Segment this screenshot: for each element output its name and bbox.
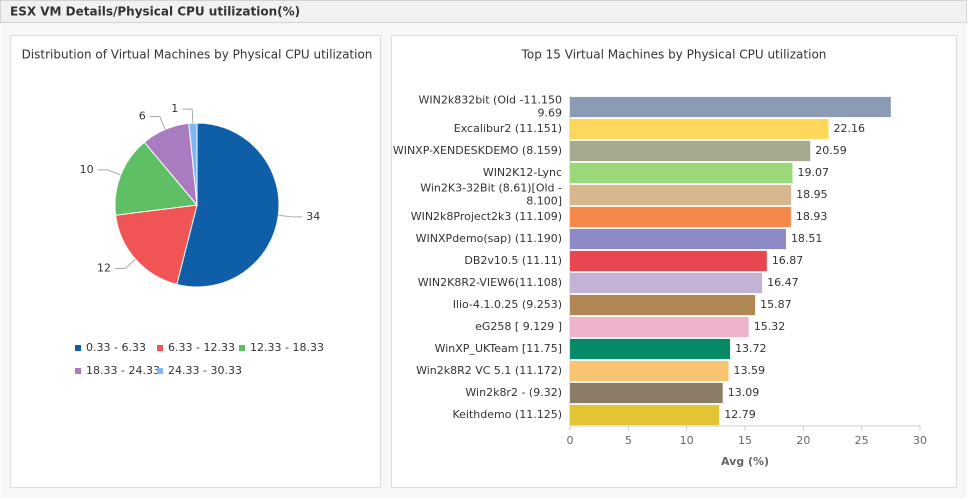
data-label: 16.87 <box>772 254 804 267</box>
legend-label: 12.33 - 18.33 <box>250 341 324 354</box>
bar <box>570 272 763 294</box>
leader-line <box>182 108 194 124</box>
bar <box>570 360 729 382</box>
y-tick-label: eG258 [ 9.129 ] <box>475 320 562 333</box>
data-label: 18.51 <box>791 232 823 245</box>
bar <box>570 96 891 118</box>
data-label: 12 <box>97 262 111 275</box>
leader-line <box>149 116 166 130</box>
data-label: 16.47 <box>767 276 799 289</box>
data-label: 6 <box>139 110 146 123</box>
y-tick-label: WIN2k8Project2k3 (11.109) <box>411 210 562 223</box>
leader-line <box>278 214 303 218</box>
bar <box>570 228 786 250</box>
data-label: 20.59 <box>815 144 847 157</box>
legend-label: 18.33 - 24.33 <box>86 364 160 377</box>
bar <box>570 404 720 426</box>
data-label: 13.72 <box>735 342 767 355</box>
bar <box>570 316 749 338</box>
leader-line <box>97 169 121 176</box>
data-label: 34 <box>306 210 320 223</box>
bar <box>570 118 829 140</box>
chart-title: Top 15 Virtual Machines by Physical CPU … <box>521 48 827 62</box>
data-label: 18.93 <box>796 210 828 223</box>
legend-label: 24.33 - 30.33 <box>168 364 242 377</box>
data-label: 15.87 <box>760 298 792 311</box>
legend-label: 0.33 - 6.33 <box>86 341 146 354</box>
bar <box>570 382 723 404</box>
x-tick-label: 20 <box>796 434 810 447</box>
data-label: 22.16 <box>834 122 866 135</box>
data-label: 13.09 <box>728 386 760 399</box>
header-bar <box>0 0 967 23</box>
data-label: 1 <box>171 102 178 115</box>
y-tick-label: Win2k8r2 - (9.32) <box>465 386 562 399</box>
x-tick-label: 30 <box>913 434 927 447</box>
y-tick-label: WIN2K12-Lync <box>483 166 562 179</box>
legend-swatch <box>157 345 163 351</box>
bar <box>570 338 731 360</box>
y-tick-label: WIN2k832bit (Old -11.150 <box>418 94 562 107</box>
bar <box>570 206 791 228</box>
legend-swatch <box>75 345 81 351</box>
x-axis-label: Avg (%) <box>721 455 769 468</box>
data-label: 19.07 <box>797 166 829 179</box>
bar <box>570 140 811 162</box>
x-tick-label: 5 <box>625 434 632 447</box>
leader-line <box>115 258 136 270</box>
bar <box>570 184 792 206</box>
bar <box>570 294 756 316</box>
y-tick-label: WINXPdemo(sap) (11.190) <box>416 232 562 245</box>
y-tick-label: 8.100] <box>526 195 562 208</box>
y-tick-label: DB2v10.5 (11.11) <box>464 254 562 267</box>
y-tick-label: Keithdemo (11.125) <box>452 408 562 421</box>
data-label: 13.59 <box>734 364 766 377</box>
data-label: 10 <box>80 163 94 176</box>
legend-swatch <box>75 368 81 374</box>
bar <box>570 162 793 184</box>
chart-title: Distribution of Virtual Machines by Phys… <box>22 48 373 62</box>
y-tick-label: WinXP_UKTeam [11.75] <box>435 342 562 355</box>
y-tick-label: Ilio-4.1.0.25 (9.253) <box>453 298 562 311</box>
y-tick-label: WINXP-XENDESKDEMO (8.159) <box>393 144 562 157</box>
y-tick-label: Win2k8R2 VC 5.1 (11.172) <box>416 364 562 377</box>
x-tick-label: 15 <box>738 434 752 447</box>
x-tick-label: 10 <box>680 434 694 447</box>
bar <box>570 250 767 272</box>
legend-swatch <box>239 345 245 351</box>
x-tick-label: 0 <box>567 434 574 447</box>
header-title: ESX VM Details/Physical CPU utilization(… <box>10 5 300 19</box>
data-label: 18.95 <box>796 188 828 201</box>
y-tick-label: WIN2K8R2-VIEW6(11.108) <box>418 276 562 289</box>
data-label: 12.79 <box>724 408 756 421</box>
y-tick-label: Excalibur2 (11.151) <box>454 122 562 135</box>
x-tick-label: 25 <box>855 434 869 447</box>
legend-label: 6.33 - 12.33 <box>168 341 235 354</box>
pie-slice <box>176 122 280 288</box>
pie-slice <box>114 141 198 216</box>
y-tick-label: 9.69 <box>538 107 563 120</box>
y-tick-label: Win2K3-32Bit (8.61)[Old - <box>420 182 562 195</box>
data-label: 15.32 <box>754 320 786 333</box>
legend-swatch <box>157 368 163 374</box>
